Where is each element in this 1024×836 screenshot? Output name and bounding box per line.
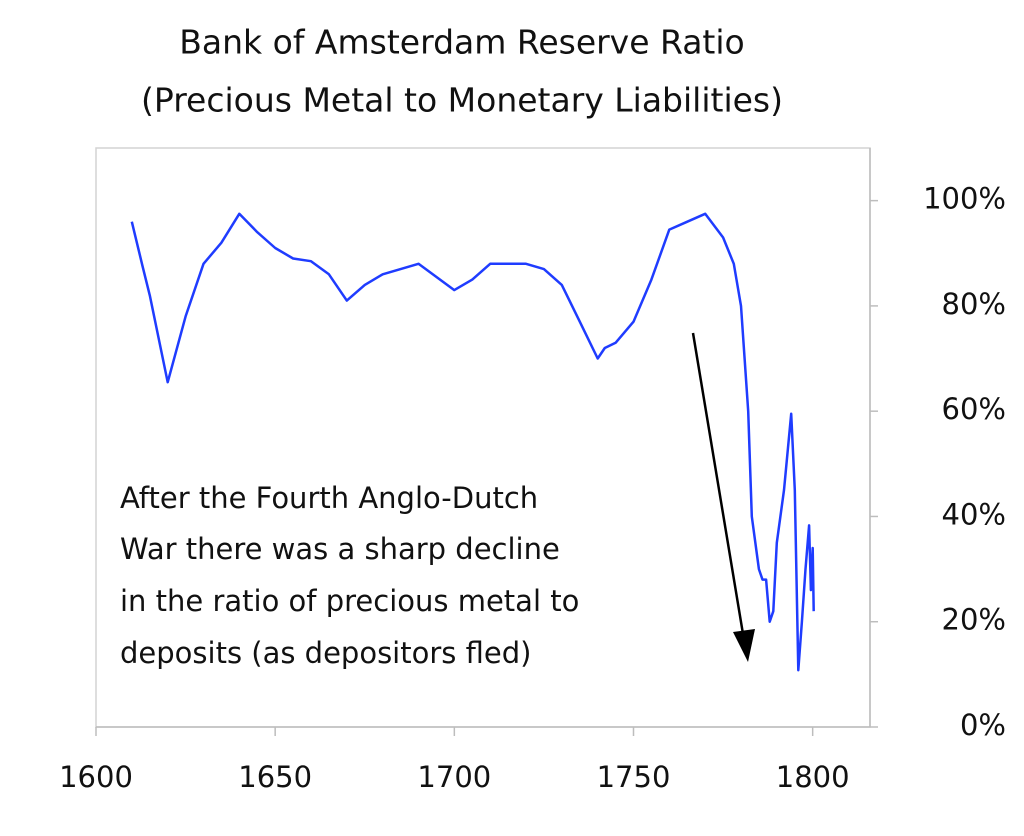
data-line	[130, 212, 815, 672]
arrow-shaft	[691, 332, 746, 641]
chart-title: (Precious Metal to Monetary Liabilities)	[141, 81, 783, 120]
y-tick-label: 100%	[923, 182, 1006, 216]
y-tick-label: 20%	[942, 603, 1006, 637]
annotation: deposits (as depositors fled)	[120, 636, 531, 670]
arrow-head	[733, 629, 755, 662]
chart-title: Bank of Amsterdam Reserve Ratio	[179, 23, 744, 62]
y-tick-label: 0%	[960, 708, 1006, 742]
annotation: After the Fourth Anglo-Dutch	[120, 481, 538, 515]
y-tick-label: 40%	[942, 497, 1006, 531]
x-tick-label: 1700	[417, 760, 491, 794]
x-tick-label: 1800	[776, 760, 850, 794]
x-tick-label: 1600	[59, 760, 133, 794]
x-tick-label: 1750	[597, 760, 671, 794]
annotation: in the ratio of precious metal to	[120, 584, 579, 618]
x-tick-label: 1650	[238, 760, 312, 794]
annotation-arrow	[691, 332, 755, 662]
y-tick-label: 80%	[942, 287, 1006, 321]
annotation: War there was a sharp decline	[120, 532, 560, 566]
y-tick-label: 60%	[942, 392, 1006, 426]
